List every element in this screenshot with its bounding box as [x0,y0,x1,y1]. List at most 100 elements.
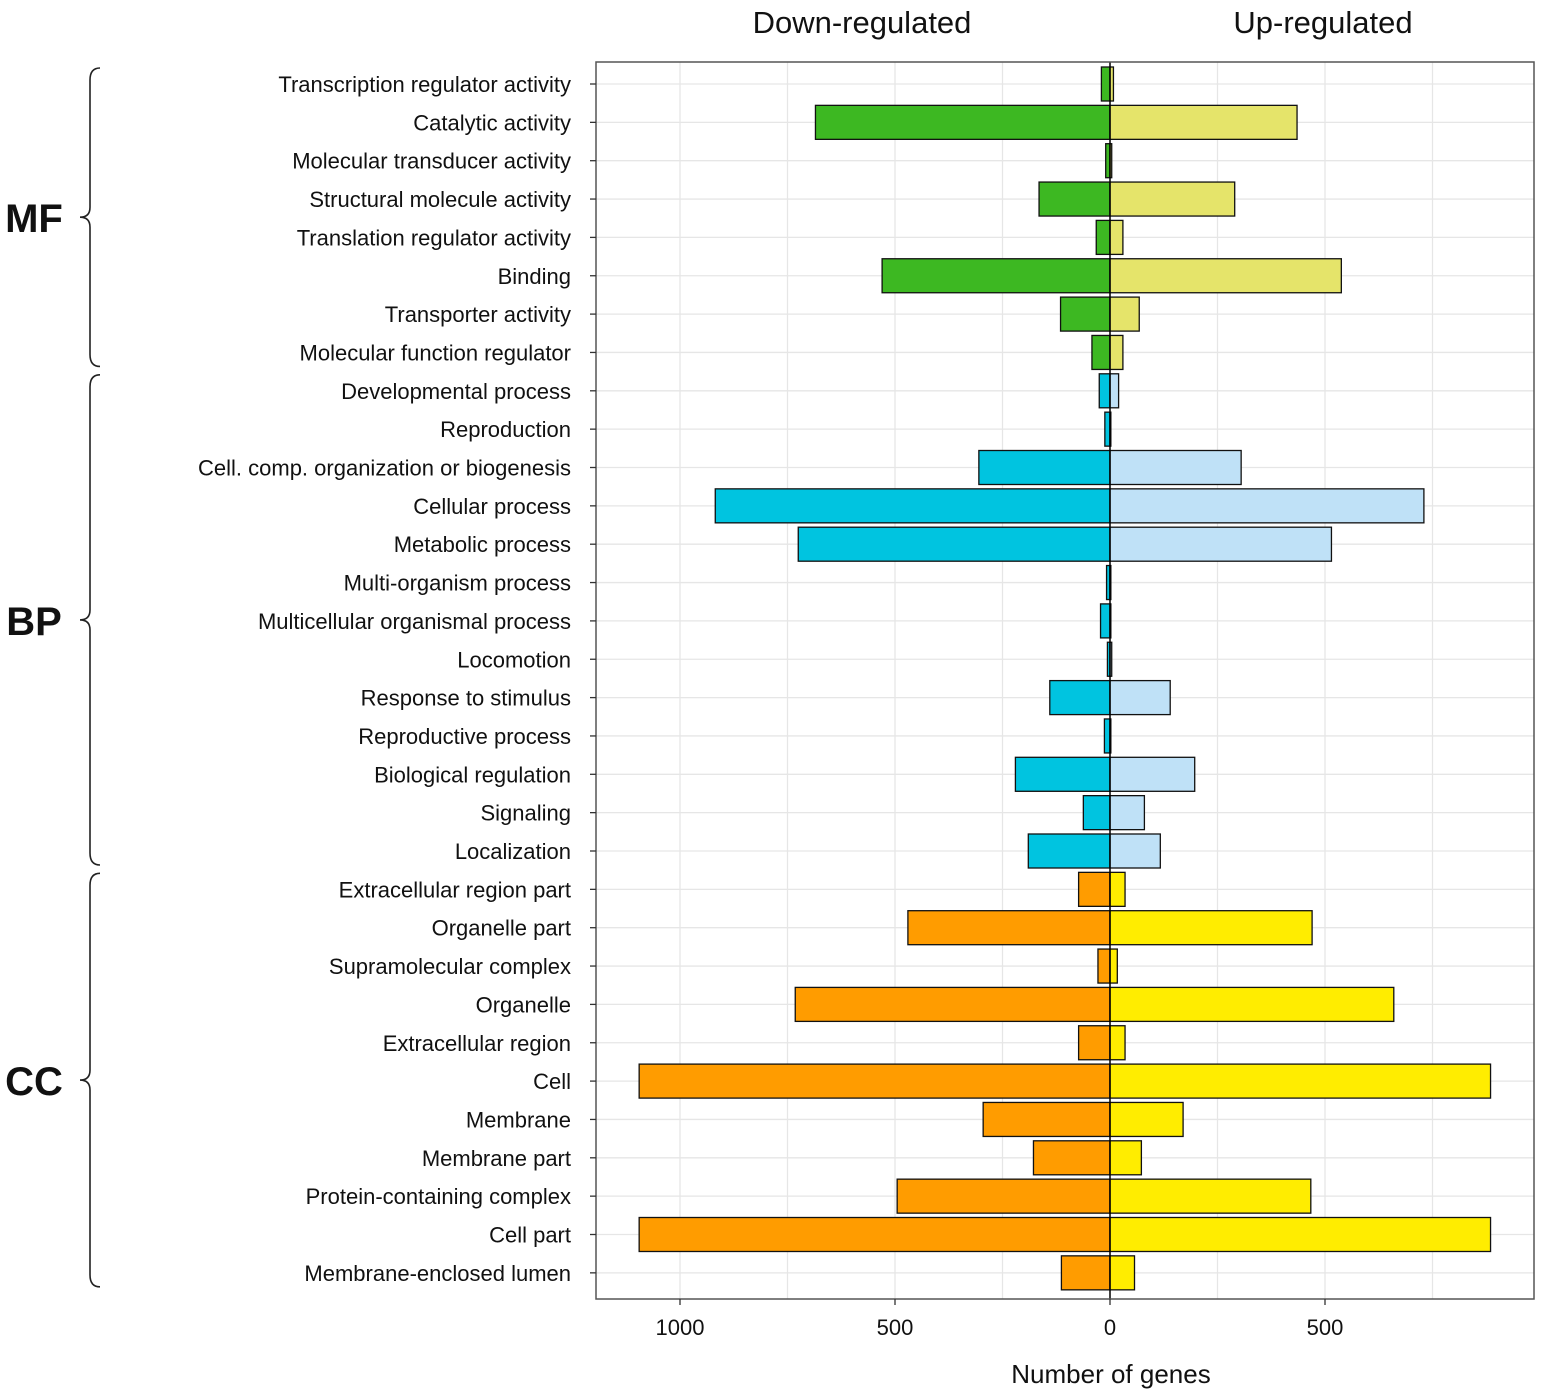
category-label: Extracellular region [383,1031,571,1056]
category-label: Multicellular organismal process [258,609,571,634]
category-label: Extracellular region part [339,877,571,902]
category-label: Cell [533,1069,571,1094]
category-label: Translation regulator activity [297,225,571,250]
bar-up [1109,1255,1136,1291]
group-brace [79,67,101,368]
x-axis-title: Number of genes [1011,1359,1210,1389]
plot-border [595,61,1535,1300]
category-label: Membrane part [422,1146,571,1171]
bar-up [1109,756,1196,792]
bar-down [1059,296,1111,332]
group-label: BP [6,600,62,644]
bar-up [1109,910,1313,946]
bar-down [714,488,1111,524]
group-label: CC [5,1060,63,1104]
bar-up [1109,104,1298,140]
bar-down [1077,1025,1111,1061]
bar-down [1014,756,1111,792]
category-label: Catalytic activity [413,110,571,135]
bars [638,66,1492,1291]
bar-down [797,526,1111,562]
category-label: Transcription regulator activity [278,72,571,97]
x-tick-label: 0 [1104,1315,1116,1340]
bar-down [907,910,1111,946]
title-up-regulated: Up-regulated [1233,5,1412,40]
bar-up [1109,1063,1492,1099]
bar-up [1109,526,1333,562]
bar-down [896,1178,1111,1214]
category-label: Cell. comp. organization or biogenesis [198,456,571,481]
bar-down [1082,795,1111,831]
category-label: Locomotion [457,647,571,672]
bar-up [1109,1025,1126,1061]
category-label: Supramolecular complex [329,954,571,979]
bar-up [1109,296,1140,332]
bar-up [1109,948,1118,984]
group-brackets: MF BP CC [5,67,101,1288]
category-label: Developmental process [341,379,571,404]
bar-up [1109,449,1242,486]
category-label: Metabolic process [394,532,571,557]
x-tick-label: 500 [877,1315,914,1340]
bar-down [1077,871,1111,907]
x-tick-label: 500 [1307,1315,1344,1340]
bar-up [1109,334,1124,371]
bar-up [1109,986,1395,1023]
bar-down [638,1216,1111,1253]
bar-down [1098,373,1111,409]
category-label: Reproduction [440,417,571,442]
bar-down [1032,1140,1111,1176]
bar-down [814,104,1111,140]
category-label: Organelle part [432,916,571,941]
bar-up [1109,1140,1143,1176]
category-label: Cellular process [413,494,571,519]
category-label: Localization [455,839,571,864]
category-label: Signaling [480,801,571,826]
category-labels: Transcription regulator activity Catalyti… [198,72,596,1286]
bar-up [1109,258,1342,294]
x-axis-ticks: 1000 500 0 500 [656,1299,1344,1340]
bar-down [1104,411,1111,447]
bar-up [1109,488,1425,524]
bar-down [1100,66,1111,102]
group-label: MF [5,197,63,241]
bar-up [1109,181,1236,217]
bar-down [1060,1255,1111,1291]
bar-down [1049,679,1111,716]
bar-down [1099,603,1111,639]
category-label: Cell part [489,1223,571,1248]
bar-up [1109,833,1161,869]
bar-down [982,1101,1111,1138]
category-label: Response to stimulus [361,686,571,711]
bar-down [794,986,1111,1023]
category-label: Multi-organism process [344,571,571,596]
bar-down [881,258,1111,294]
bar-down [1095,219,1111,256]
bar-up [1109,1178,1312,1214]
category-label: Molecular transducer activity [292,149,571,174]
bar-down [1097,948,1111,984]
category-label: Structural molecule activity [309,187,571,212]
x-tick-label: 1000 [656,1315,705,1340]
bar-up [1109,219,1124,256]
category-label: Reproductive process [358,724,571,749]
bar-down [638,1063,1111,1099]
category-label: Organelle [476,992,571,1017]
category-label: Molecular function regulator [300,340,571,365]
category-label: Transporter activity [385,302,571,327]
title-down-regulated: Down-regulated [753,5,972,40]
bar-up [1109,1216,1492,1253]
bar-up [1109,373,1120,409]
bar-down [1091,334,1111,371]
bar-down [1027,833,1111,869]
bar-up [1109,679,1171,716]
group-brace [79,374,101,866]
category-label: Membrane-enclosed lumen [304,1261,571,1286]
group-brace [79,872,101,1288]
category-label: Membrane [466,1107,571,1132]
bar-down [1038,181,1111,217]
category-label: Binding [498,264,571,289]
bar-down [978,449,1111,486]
category-label: Protein-containing complex [306,1184,571,1209]
